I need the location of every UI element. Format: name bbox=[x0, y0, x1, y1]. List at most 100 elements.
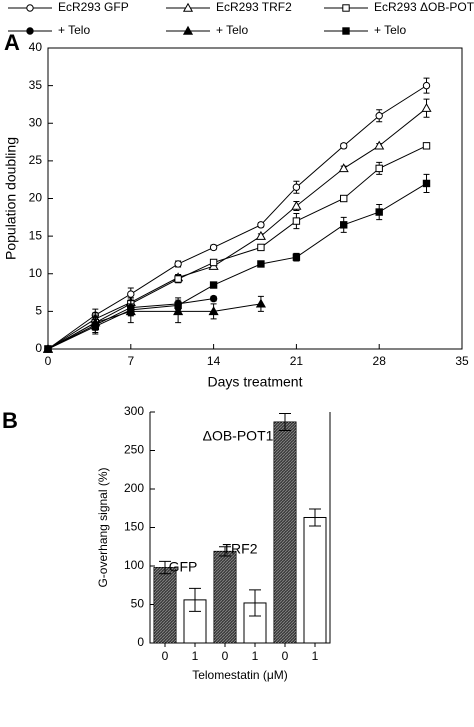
legend-marker bbox=[182, 25, 194, 35]
y-axis-label: G-overhang signal (%) bbox=[96, 467, 110, 587]
marker bbox=[421, 102, 432, 112]
y-tick-label: 5 bbox=[35, 304, 42, 318]
marker bbox=[255, 298, 266, 308]
error-bar bbox=[249, 589, 261, 617]
group-label: GFP bbox=[169, 559, 198, 575]
marker bbox=[173, 306, 184, 316]
marker bbox=[375, 208, 383, 216]
y-tick-label: 30 bbox=[29, 115, 43, 129]
marker bbox=[338, 163, 349, 173]
error-bar bbox=[309, 508, 321, 527]
bar bbox=[213, 550, 237, 644]
x-tick-label: 1 bbox=[192, 649, 199, 663]
marker bbox=[209, 243, 218, 252]
marker bbox=[255, 230, 266, 240]
marker bbox=[422, 142, 431, 150]
y-tick-label: 50 bbox=[131, 597, 145, 611]
series-line bbox=[47, 85, 427, 350]
x-tick-label: 0 bbox=[162, 649, 169, 663]
y-tick-label: 0 bbox=[137, 635, 144, 649]
y-tick-label: 100 bbox=[124, 558, 144, 572]
y-tick-label: 25 bbox=[29, 153, 43, 167]
y-tick-label: 20 bbox=[29, 191, 43, 205]
group-label: ΔOB-POT1 bbox=[203, 428, 274, 444]
marker bbox=[127, 290, 135, 298]
marker bbox=[208, 306, 219, 316]
y-tick-label: 40 bbox=[29, 40, 43, 54]
axes bbox=[149, 412, 331, 644]
bar bbox=[303, 516, 327, 644]
x-tick-label: 1 bbox=[312, 649, 319, 663]
series-line bbox=[47, 183, 427, 350]
marker bbox=[257, 221, 265, 229]
marker bbox=[257, 243, 265, 252]
marker bbox=[209, 281, 218, 289]
legend-label: + Telo bbox=[216, 23, 248, 37]
marker bbox=[422, 81, 431, 90]
error-bar bbox=[279, 413, 291, 431]
bar bbox=[273, 421, 297, 644]
legend-label: EcR293 TRF2 bbox=[216, 0, 292, 14]
marker bbox=[174, 260, 182, 268]
legend-marker bbox=[342, 4, 350, 12]
marker bbox=[340, 194, 348, 203]
bar bbox=[153, 567, 177, 644]
legend-label: + Telo bbox=[58, 23, 90, 37]
group-label: TRF2 bbox=[223, 541, 258, 557]
x-tick-label: 35 bbox=[455, 354, 469, 368]
panel-label: B bbox=[2, 408, 18, 433]
marker bbox=[44, 345, 52, 353]
x-tick-label: 7 bbox=[127, 354, 134, 368]
marker bbox=[257, 260, 265, 268]
marker bbox=[422, 179, 431, 188]
legend-label: + Telo bbox=[374, 23, 406, 37]
marker bbox=[340, 221, 348, 229]
marker bbox=[292, 183, 301, 191]
y-tick-label: 10 bbox=[29, 266, 43, 280]
plot-frame bbox=[47, 47, 463, 350]
marker bbox=[127, 306, 135, 314]
y-tick-label: 150 bbox=[124, 520, 144, 534]
series-line bbox=[47, 145, 427, 350]
marker bbox=[291, 200, 302, 210]
y-tick-label: 15 bbox=[29, 228, 43, 242]
marker bbox=[174, 301, 182, 310]
x-axis-label: Telomestatin (μM) bbox=[192, 668, 288, 682]
x-tick-label: 21 bbox=[290, 354, 304, 368]
y-tick-label: 300 bbox=[124, 404, 144, 418]
series-line bbox=[47, 303, 261, 350]
error-bar bbox=[189, 587, 201, 612]
error-bar bbox=[159, 560, 171, 575]
marker bbox=[209, 294, 218, 303]
y-tick-label: 200 bbox=[124, 481, 144, 495]
marker bbox=[375, 112, 383, 120]
x-tick-label: 28 bbox=[373, 354, 387, 368]
x-tick-label: 0 bbox=[282, 649, 289, 663]
marker bbox=[91, 322, 100, 331]
x-tick-label: 0 bbox=[222, 649, 229, 663]
marker bbox=[292, 217, 301, 225]
x-tick-label: 1 bbox=[252, 649, 259, 663]
marker bbox=[375, 164, 383, 173]
x-axis-label: Days treatment bbox=[208, 374, 303, 390]
x-tick-label: 0 bbox=[45, 354, 52, 368]
y-tick-label: 250 bbox=[124, 443, 144, 457]
y-tick-label: 35 bbox=[29, 78, 43, 92]
legend-marker bbox=[182, 2, 194, 12]
error-bar bbox=[219, 546, 231, 557]
marker bbox=[209, 258, 218, 267]
series-line bbox=[47, 107, 427, 350]
legend-label: EcR293 ΔOB-POT1 bbox=[374, 0, 474, 14]
legend-marker bbox=[342, 27, 350, 35]
legend-marker bbox=[26, 4, 34, 12]
x-tick-label: 14 bbox=[207, 354, 221, 368]
marker bbox=[174, 275, 182, 283]
legend-marker bbox=[26, 27, 34, 35]
marker bbox=[374, 140, 385, 150]
y-axis-label: Population doubling bbox=[3, 137, 19, 260]
legend-label: EcR293 GFP bbox=[58, 0, 129, 14]
y-tick-label: 0 bbox=[35, 341, 42, 355]
panel-label: A bbox=[4, 30, 20, 55]
marker bbox=[340, 142, 348, 150]
